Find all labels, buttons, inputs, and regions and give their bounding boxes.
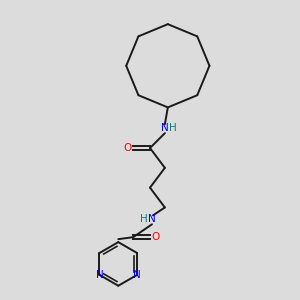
Text: H: H bbox=[140, 214, 148, 224]
Text: N: N bbox=[161, 123, 169, 133]
Text: O: O bbox=[152, 232, 160, 242]
Text: N: N bbox=[133, 270, 141, 280]
Text: N: N bbox=[95, 270, 103, 280]
Text: N: N bbox=[148, 214, 156, 224]
Text: O: O bbox=[123, 143, 131, 153]
Text: H: H bbox=[169, 123, 177, 133]
